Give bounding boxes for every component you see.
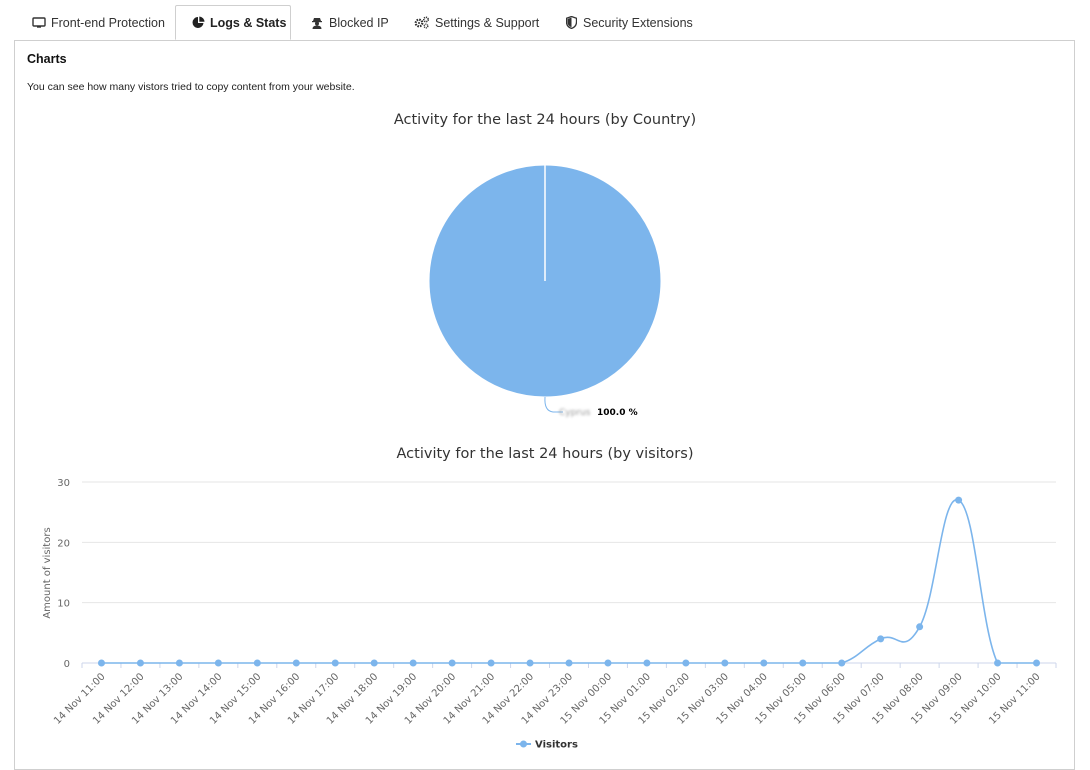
data-point[interactable] [370, 659, 378, 667]
panel-title: Charts [27, 52, 67, 66]
tab-settings-support[interactable]: Settings & Support [414, 5, 539, 40]
data-point[interactable] [409, 659, 417, 667]
data-point[interactable] [643, 659, 651, 667]
y-tick-label: 10 [57, 599, 70, 610]
line-chart-title: Activity for the last 24 hours (by visit… [397, 446, 694, 462]
data-point[interactable] [721, 659, 729, 667]
data-point[interactable] [838, 659, 846, 667]
tab-label: Security Extensions [583, 15, 693, 30]
gears-icon [414, 16, 430, 30]
data-point[interactable] [565, 659, 573, 667]
user-secret-icon [310, 16, 324, 30]
tab-security-extensions[interactable]: Security Extensions [564, 5, 693, 40]
tab-front-end-protection[interactable]: Front-end Protection [32, 5, 165, 40]
data-point[interactable] [253, 659, 261, 667]
legend-marker [520, 740, 527, 748]
data-point[interactable] [916, 623, 924, 631]
pie-connector [544, 396, 563, 413]
tab-label: Logs & Stats [210, 15, 287, 30]
data-point[interactable] [487, 659, 495, 667]
legend-item-visitors: Visitors [535, 740, 578, 751]
line-chart: Activity for the last 24 hours (by visit… [42, 446, 1057, 751]
y-tick-label: 0 [64, 659, 70, 670]
tab-bar: Front-end Protection Logs & Stats Blocke… [14, 5, 1090, 41]
data-point[interactable] [877, 635, 885, 643]
pie-chart: Activity for the last 24 hours (by Count… [394, 112, 696, 418]
data-point[interactable] [331, 659, 339, 667]
pie-slice-label: 100.0 % [597, 408, 638, 418]
panel-description: You can see how many vistors tried to co… [27, 81, 355, 93]
shield-icon [564, 16, 578, 30]
legend[interactable]: Visitors [516, 740, 578, 751]
data-point[interactable] [604, 659, 612, 667]
data-point[interactable] [448, 659, 456, 667]
tab-label: Settings & Support [435, 15, 540, 30]
data-point[interactable] [955, 496, 963, 504]
data-point[interactable] [682, 659, 690, 667]
data-point[interactable] [97, 659, 105, 667]
monitor-icon [32, 16, 46, 30]
tab-label: Front-end Protection [51, 15, 165, 30]
data-point[interactable] [175, 659, 183, 667]
tab-logs-stats[interactable]: Logs & Stats [175, 5, 291, 40]
data-point[interactable] [799, 659, 807, 667]
pie-chart-title: Activity for the last 24 hours (by Count… [394, 112, 696, 128]
tab-blocked-ip[interactable]: Blocked IP [310, 5, 389, 40]
y-axis-label: Amount of visitors [42, 527, 53, 618]
data-point[interactable] [760, 659, 768, 667]
data-point[interactable] [1033, 659, 1041, 667]
y-tick-label: 30 [57, 478, 70, 489]
series-line-visitors [101, 499, 1037, 664]
data-point[interactable] [214, 659, 222, 667]
data-point[interactable] [292, 659, 300, 667]
data-point[interactable] [136, 659, 144, 667]
y-tick-label: 20 [57, 538, 70, 549]
charts-panel: Charts You can see how many vistors trie… [14, 40, 1075, 770]
pie-chart-icon [192, 16, 205, 30]
data-point[interactable] [994, 659, 1002, 667]
data-point[interactable] [526, 659, 534, 667]
pie-slice-name: Cyprus [559, 408, 591, 418]
tab-label: Blocked IP [329, 15, 389, 30]
